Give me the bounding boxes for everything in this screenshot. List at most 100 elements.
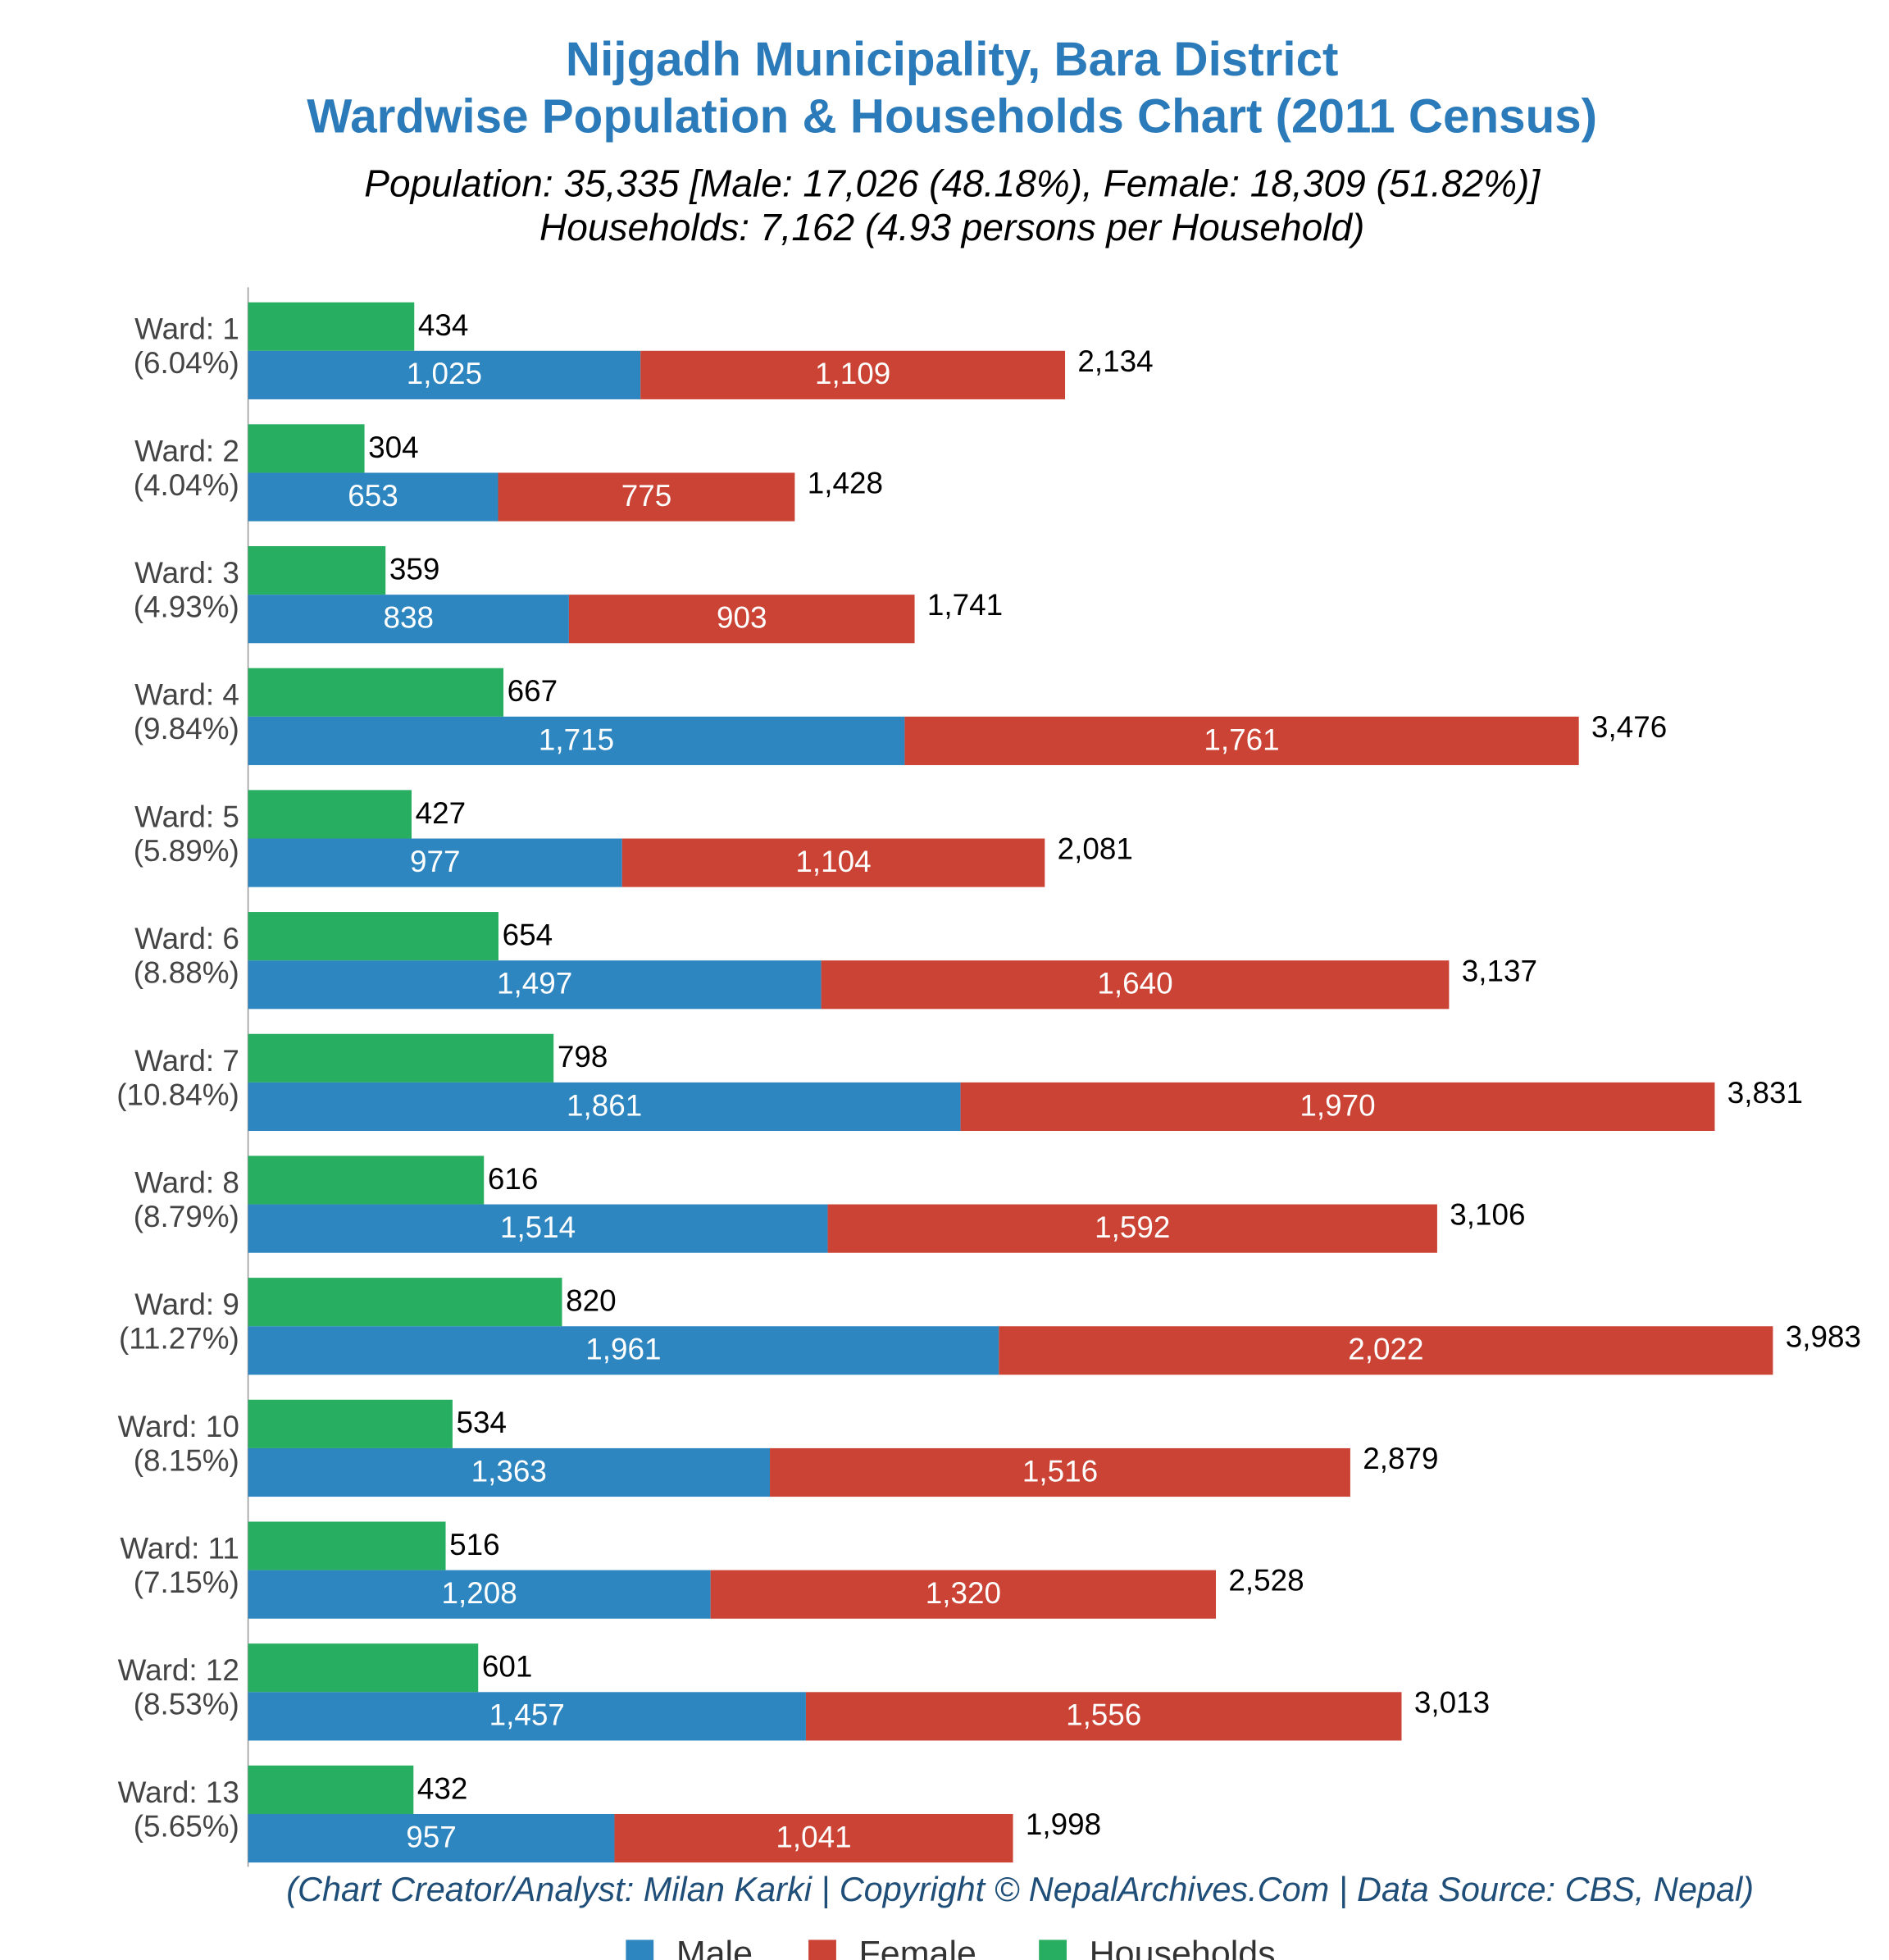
total-label: 2,528 [1228,1564,1304,1598]
bar [248,716,905,765]
bar [248,1033,554,1083]
y-tick-label: (10.84%) [116,1078,239,1111]
chart-title: Wardwise Population & Households Chart (… [307,89,1597,143]
y-tick-label: Ward: 1 [134,312,239,346]
y-tick-label: Ward: 3 [134,556,239,590]
y-tick-label: (7.15%) [134,1566,239,1599]
bar [248,1399,453,1448]
data-label: 903 [717,601,767,635]
bar [821,960,1450,1010]
data-label: 1,761 [1204,722,1279,756]
total-label: 3,013 [1414,1685,1490,1719]
legend-label: Households [1090,1935,1276,1960]
bar [568,595,915,644]
y-tick-label: Ward: 4 [134,678,239,712]
y-tick-label: Ward: 2 [134,434,239,467]
y-tick-label: Ward: 5 [134,800,239,833]
y-tick-label: Ward: 7 [134,1044,239,1078]
data-label: 654 [503,918,553,952]
bar [248,302,415,351]
bar [248,838,622,887]
data-label: 434 [418,308,469,342]
y-tick-label: (8.53%) [134,1688,239,1721]
bar [248,1326,999,1375]
bar [248,472,498,522]
bar [960,1082,1715,1132]
data-label: 359 [389,552,440,586]
bar [248,1521,446,1570]
y-tick-label: (8.15%) [134,1443,239,1477]
footer: (Chart Creator/Analyst: Milan Karki | Co… [286,1870,1754,1908]
total-label: 3,983 [1786,1320,1861,1353]
data-label: 601 [482,1650,533,1684]
bar [248,1082,961,1132]
bar [248,350,641,399]
bar [621,838,1045,887]
data-label: 1,514 [500,1210,576,1244]
data-label: 1,104 [795,845,871,878]
legend-label: Male [676,1935,753,1960]
y-tick-label: Ward: 8 [134,1165,239,1199]
bar [248,1813,615,1863]
y-tick-label: Ward: 10 [118,1410,239,1443]
y-tick-label: (4.93%) [134,590,239,624]
data-label: 616 [488,1162,539,1196]
bar [248,912,498,961]
data-label: 1,861 [567,1088,642,1122]
legend-label: Female [859,1935,976,1960]
y-tick-label: (11.27%) [119,1322,239,1356]
total-label: 3,831 [1727,1076,1803,1110]
subtitle: Population: 35,335 [Male: 17,026 (48.18%… [364,162,1541,204]
bar [827,1204,1437,1253]
data-label: 1,363 [471,1454,547,1488]
total-label: 1,741 [927,588,1003,622]
total-label: 1,428 [808,467,883,500]
data-label: 1,592 [1095,1210,1170,1244]
data-label: 667 [508,674,558,708]
total-label: 3,137 [1462,954,1537,987]
bar [248,1643,479,1693]
bar [248,1278,562,1327]
data-label: 2,022 [1348,1333,1423,1366]
data-label: 957 [406,1820,457,1853]
y-tick-label: (8.88%) [134,956,239,990]
data-label: 1,556 [1066,1698,1141,1732]
y-tick-label: (5.65%) [134,1809,239,1843]
bar [498,472,795,522]
data-label: 534 [457,1406,508,1439]
bar [248,1155,485,1205]
legend-swatch [808,1939,836,1960]
total-label: 3,106 [1450,1198,1525,1232]
data-label: 1,041 [776,1820,851,1853]
y-tick-label: (8.79%) [134,1200,239,1233]
data-label: 516 [449,1528,500,1561]
bar [805,1692,1402,1741]
y-tick-label: Ward: 6 [134,922,239,955]
data-label: 1,961 [585,1333,661,1366]
bar [248,424,365,473]
legend-swatch [1039,1939,1067,1960]
bar [248,1692,806,1741]
data-label: 775 [621,479,672,513]
data-label: 820 [566,1284,617,1318]
bar [248,1570,711,1619]
bar [248,595,569,644]
data-label: 427 [416,796,467,830]
y-tick-label: Ward: 13 [118,1775,239,1809]
data-label: 1,109 [815,357,890,390]
data-label: 1,715 [539,722,614,756]
data-label: 1,640 [1097,967,1172,1001]
bar [248,790,412,839]
bar [999,1326,1773,1375]
total-label: 2,134 [1077,344,1153,378]
data-label: 653 [348,479,398,513]
bar [248,1765,414,1814]
bar [248,960,822,1010]
total-label: 1,998 [1026,1807,1101,1841]
bar [770,1447,1350,1497]
y-tick-label: Ward: 11 [120,1532,239,1566]
y-tick-label: Ward: 12 [118,1653,239,1687]
total-label: 2,879 [1363,1442,1438,1475]
chart-title: Nijgadh Municipality, Bara District [566,33,1339,86]
